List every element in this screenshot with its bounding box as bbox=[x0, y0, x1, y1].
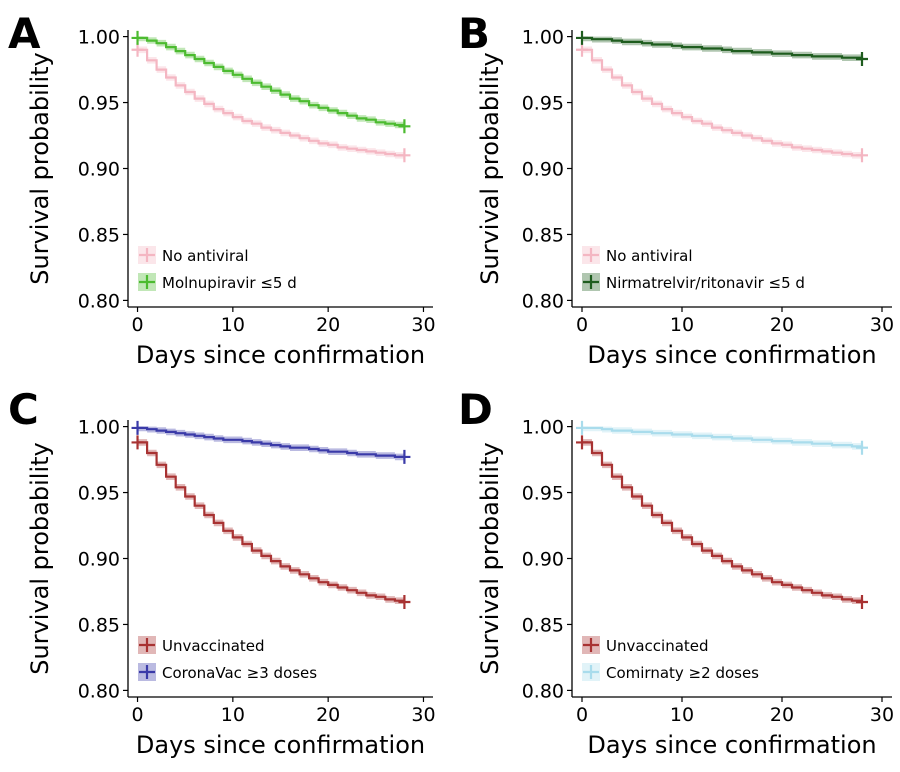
y-tick-label: 1.00 bbox=[78, 417, 120, 439]
legend-label: CoronaVac ≥3 doses bbox=[162, 664, 317, 682]
legend-glyph bbox=[583, 275, 599, 289]
x-tick-label: 30 bbox=[870, 314, 894, 336]
legend-glyph bbox=[583, 665, 599, 679]
x-tick-label: 30 bbox=[411, 314, 435, 336]
y-tick-label: 0.80 bbox=[522, 290, 564, 312]
series-line bbox=[137, 426, 405, 458]
y-tick-label: 0.95 bbox=[522, 483, 564, 505]
y-axis-label: Survival probability bbox=[476, 52, 504, 284]
legend-label: Comirnaty ≥2 doses bbox=[606, 664, 759, 682]
series-line bbox=[582, 441, 864, 602]
x-tick-label: 20 bbox=[770, 704, 794, 726]
x-tick-label: 10 bbox=[221, 314, 245, 336]
y-tick-label: 0.85 bbox=[78, 614, 120, 636]
legend-label: Unvaccinated bbox=[606, 637, 709, 655]
x-tick-label: 10 bbox=[670, 314, 694, 336]
x-tick-label: 0 bbox=[576, 314, 588, 336]
y-tick-label: 0.90 bbox=[522, 159, 564, 181]
y-axis-label: Survival probability bbox=[476, 442, 504, 674]
legend-label: Unvaccinated bbox=[162, 637, 265, 655]
censor-mark bbox=[856, 148, 868, 163]
y-tick-label: 1.00 bbox=[78, 27, 120, 49]
legend-glyph bbox=[583, 248, 599, 262]
censor-mark bbox=[131, 435, 144, 450]
y-tick-label: 1.00 bbox=[522, 417, 564, 439]
x-tick-label: 30 bbox=[870, 704, 894, 726]
legend-glyph bbox=[139, 638, 155, 652]
censor-mark bbox=[398, 595, 411, 610]
x-tick-label: 20 bbox=[770, 314, 794, 336]
x-tick-label: 20 bbox=[316, 704, 340, 726]
x-tick-label: 0 bbox=[131, 314, 143, 336]
y-tick-label: 0.95 bbox=[78, 483, 120, 505]
legend-glyph bbox=[139, 665, 155, 679]
x-axis-label: Days since confirmation bbox=[136, 341, 425, 369]
panel-letter: C bbox=[8, 385, 39, 434]
y-tick-label: 0.95 bbox=[522, 93, 564, 115]
censor-mark bbox=[576, 420, 588, 435]
y-axis-label: Survival probability bbox=[26, 442, 54, 674]
panel-d: D 0.80 0.85 0.90 0.95 1.00 0 10 20 30 Days since c… bbox=[458, 385, 894, 759]
x-tick-label: 30 bbox=[411, 704, 435, 726]
y-tick-label: 0.85 bbox=[522, 614, 564, 636]
panel-a: A 0.80 0.85 0.90 0.95 1.00 0 10 20 30 Days since c… bbox=[8, 9, 436, 369]
y-tick-label: 0.80 bbox=[522, 680, 564, 702]
censor-mark bbox=[576, 435, 588, 450]
censor-mark bbox=[398, 148, 411, 163]
y-tick-label: 0.85 bbox=[78, 224, 120, 246]
y-tick-label: 0.85 bbox=[522, 224, 564, 246]
series-line bbox=[137, 36, 406, 127]
censor-mark bbox=[398, 449, 411, 464]
legend-label: No antiviral bbox=[162, 247, 248, 265]
x-axis-label: Days since confirmation bbox=[136, 731, 425, 759]
censor-mark bbox=[131, 420, 144, 435]
x-tick-label: 10 bbox=[670, 704, 694, 726]
legend-glyph bbox=[139, 248, 155, 262]
y-tick-label: 0.95 bbox=[78, 93, 120, 115]
legend-label: Molnupiravir ≤5 d bbox=[162, 274, 297, 292]
legend-glyph bbox=[139, 275, 155, 289]
series-ci-band bbox=[137, 439, 405, 606]
y-tick-label: 0.90 bbox=[78, 159, 120, 181]
y-tick-label: 0.80 bbox=[78, 680, 120, 702]
legend-glyph bbox=[583, 638, 599, 652]
series-line bbox=[582, 36, 864, 59]
series-line bbox=[582, 426, 864, 448]
series-ci-band bbox=[582, 46, 862, 159]
censor-mark bbox=[856, 595, 868, 610]
censor-mark bbox=[576, 42, 588, 57]
legend-label: Nirmatrelvir/ritonavir ≤5 d bbox=[606, 274, 805, 292]
x-tick-label: 10 bbox=[221, 704, 245, 726]
series-line bbox=[137, 441, 406, 602]
y-tick-label: 0.90 bbox=[78, 549, 120, 571]
legend-label: No antiviral bbox=[606, 247, 692, 265]
panel-letter: D bbox=[458, 385, 493, 434]
y-tick-label: 0.80 bbox=[78, 290, 120, 312]
censor-mark bbox=[131, 42, 144, 57]
x-tick-label: 0 bbox=[576, 704, 588, 726]
y-tick-label: 1.00 bbox=[522, 27, 564, 49]
x-tick-label: 0 bbox=[131, 704, 143, 726]
panel-letter: A bbox=[8, 9, 41, 58]
x-axis-label: Days since confirmation bbox=[587, 341, 876, 369]
censor-mark bbox=[131, 30, 144, 45]
series-line bbox=[137, 48, 405, 157]
panel-c: C 0.80 0.85 0.90 0.95 1.00 0 10 20 30 Days since c… bbox=[8, 385, 436, 759]
panel-b: B 0.80 0.85 0.90 0.95 1.00 0 10 20 30 Days since c… bbox=[458, 9, 894, 369]
y-tick-label: 0.90 bbox=[522, 549, 564, 571]
censor-mark bbox=[398, 119, 411, 134]
censor-mark bbox=[856, 440, 868, 455]
x-tick-label: 20 bbox=[316, 314, 340, 336]
censor-mark bbox=[856, 52, 868, 67]
series-ci-band bbox=[582, 439, 862, 606]
series-line bbox=[582, 48, 862, 157]
series-ci-band bbox=[137, 46, 405, 159]
panel-letter: B bbox=[458, 9, 490, 58]
censor-mark bbox=[576, 30, 588, 45]
y-axis-label: Survival probability bbox=[26, 52, 54, 284]
x-axis-label: Days since confirmation bbox=[587, 731, 876, 759]
